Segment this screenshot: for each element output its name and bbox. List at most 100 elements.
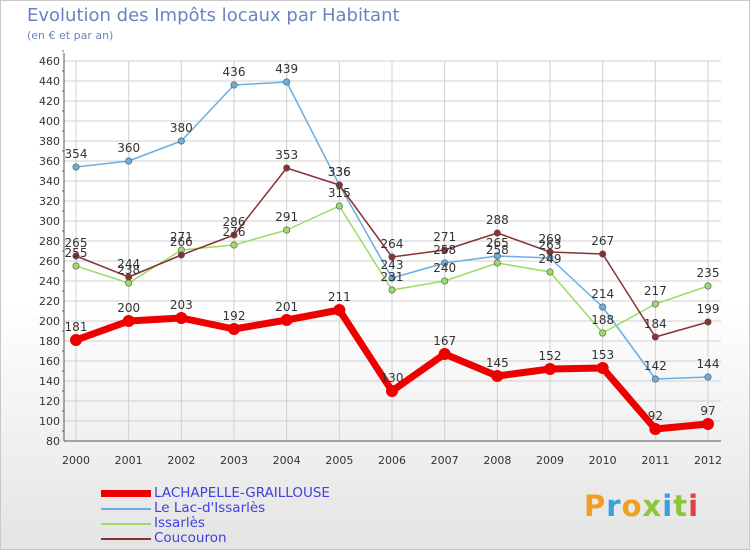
- data-point: [230, 241, 238, 249]
- data-label: 439: [275, 62, 298, 76]
- data-point: [72, 262, 80, 270]
- data-label: 188: [591, 313, 614, 327]
- data-point: [283, 226, 291, 234]
- data-point: [333, 304, 346, 316]
- data-point: [72, 163, 80, 171]
- data-point: [493, 259, 501, 267]
- data-point: [388, 253, 396, 261]
- data-label: 267: [591, 234, 614, 248]
- data-label: 243: [381, 258, 404, 272]
- data-point: [546, 268, 554, 276]
- data-label: 258: [486, 243, 509, 257]
- data-label: 286: [223, 215, 246, 229]
- data-point: [599, 329, 607, 337]
- data-label: 203: [170, 298, 193, 312]
- data-label: 436: [223, 65, 246, 79]
- legend-label: Issarlès: [154, 515, 205, 531]
- data-label: 145: [486, 356, 509, 370]
- data-point: [441, 246, 449, 254]
- legend-label: LACHAPELLE-GRAILLOUSE: [154, 485, 330, 501]
- data-label: 142: [644, 359, 667, 373]
- data-point: [651, 375, 659, 383]
- data-point: [441, 277, 449, 285]
- data-label: 231: [381, 270, 404, 284]
- data-point: [649, 423, 662, 435]
- legend-item: Coucouron: [101, 531, 330, 546]
- legend-swatch: [101, 537, 151, 540]
- y-tick-label: 440: [39, 75, 60, 88]
- data-label: 244: [117, 257, 140, 271]
- data-label: 167: [433, 334, 456, 348]
- data-label: 214: [591, 287, 614, 301]
- x-tick-label: 2006: [378, 454, 406, 467]
- data-label: 235: [697, 266, 720, 280]
- data-label: 265: [486, 236, 509, 250]
- x-tick-label: 2012: [694, 454, 722, 467]
- data-label: 276: [223, 225, 246, 239]
- x-tick-label: 2002: [167, 454, 195, 467]
- y-tick-label: 80: [46, 435, 60, 448]
- data-point: [386, 385, 398, 397]
- data-label: 271: [170, 230, 193, 244]
- y-tick-label: 260: [39, 255, 60, 268]
- data-point: [283, 78, 291, 86]
- data-label: 238: [117, 263, 140, 277]
- chart-subtitle: (en € et par an): [27, 29, 114, 42]
- data-label: 269: [539, 232, 562, 246]
- logo-letter: t: [673, 489, 689, 523]
- legend-label: Le Lac-d'Issarlès: [154, 500, 266, 516]
- data-point: [704, 282, 712, 290]
- chart-legend: LACHAPELLE-GRAILLOUSE Le Lac-d'Issarlès Is…: [101, 486, 330, 546]
- y-tick-label: 360: [39, 155, 60, 168]
- y-tick-label: 280: [39, 235, 60, 248]
- x-tick-label: 2001: [115, 454, 143, 467]
- y-tick-label: 180: [39, 335, 60, 348]
- data-point: [493, 229, 501, 237]
- y-tick-label: 340: [39, 175, 60, 188]
- x-tick-label: 2010: [589, 454, 617, 467]
- data-label: 288: [486, 213, 509, 227]
- data-point: [438, 348, 451, 360]
- x-tick-label: 2004: [273, 454, 301, 467]
- logo-letter: r: [606, 489, 622, 523]
- logo-letter: i: [688, 489, 700, 523]
- proxiti-logo: Proxiti: [584, 489, 699, 523]
- y-tick-label: 140: [39, 375, 60, 388]
- y-tick-label: 220: [39, 295, 60, 308]
- data-point: [125, 273, 133, 281]
- data-label: 263: [539, 238, 562, 252]
- data-point: [280, 314, 293, 326]
- data-label: 360: [117, 141, 140, 155]
- y-tick-label: 320: [39, 195, 60, 208]
- logo-letter: P: [584, 489, 607, 523]
- data-label: 92: [648, 409, 663, 423]
- x-tick-label: 2011: [641, 454, 669, 467]
- legend-swatch: [101, 490, 151, 497]
- data-point: [125, 279, 133, 287]
- legend-item: Issarlès: [101, 516, 330, 531]
- data-label: 144: [697, 357, 720, 371]
- legend-swatch: [101, 507, 151, 510]
- data-point: [72, 252, 80, 260]
- data-point: [702, 418, 714, 430]
- data-point: [599, 250, 607, 258]
- y-tick-label: 460: [39, 55, 60, 68]
- data-point: [388, 274, 396, 282]
- data-point: [441, 259, 449, 267]
- x-tick-label: 2007: [431, 454, 459, 467]
- legend-item: LACHAPELLE-GRAILLOUSE: [101, 486, 330, 501]
- data-label: 152: [539, 349, 562, 363]
- data-label: 258: [433, 243, 456, 257]
- chart-title: Evolution des Impôts locaux par Habitant: [27, 5, 400, 26]
- data-label: 249: [539, 252, 562, 266]
- data-point: [704, 373, 712, 381]
- data-point: [230, 81, 238, 89]
- data-point: [283, 164, 291, 172]
- y-tick-label: 300: [39, 215, 60, 228]
- data-point: [704, 318, 712, 326]
- data-label: 199: [697, 302, 720, 316]
- x-tick-label: 2008: [483, 454, 511, 467]
- data-point: [599, 303, 607, 311]
- data-point: [70, 334, 82, 346]
